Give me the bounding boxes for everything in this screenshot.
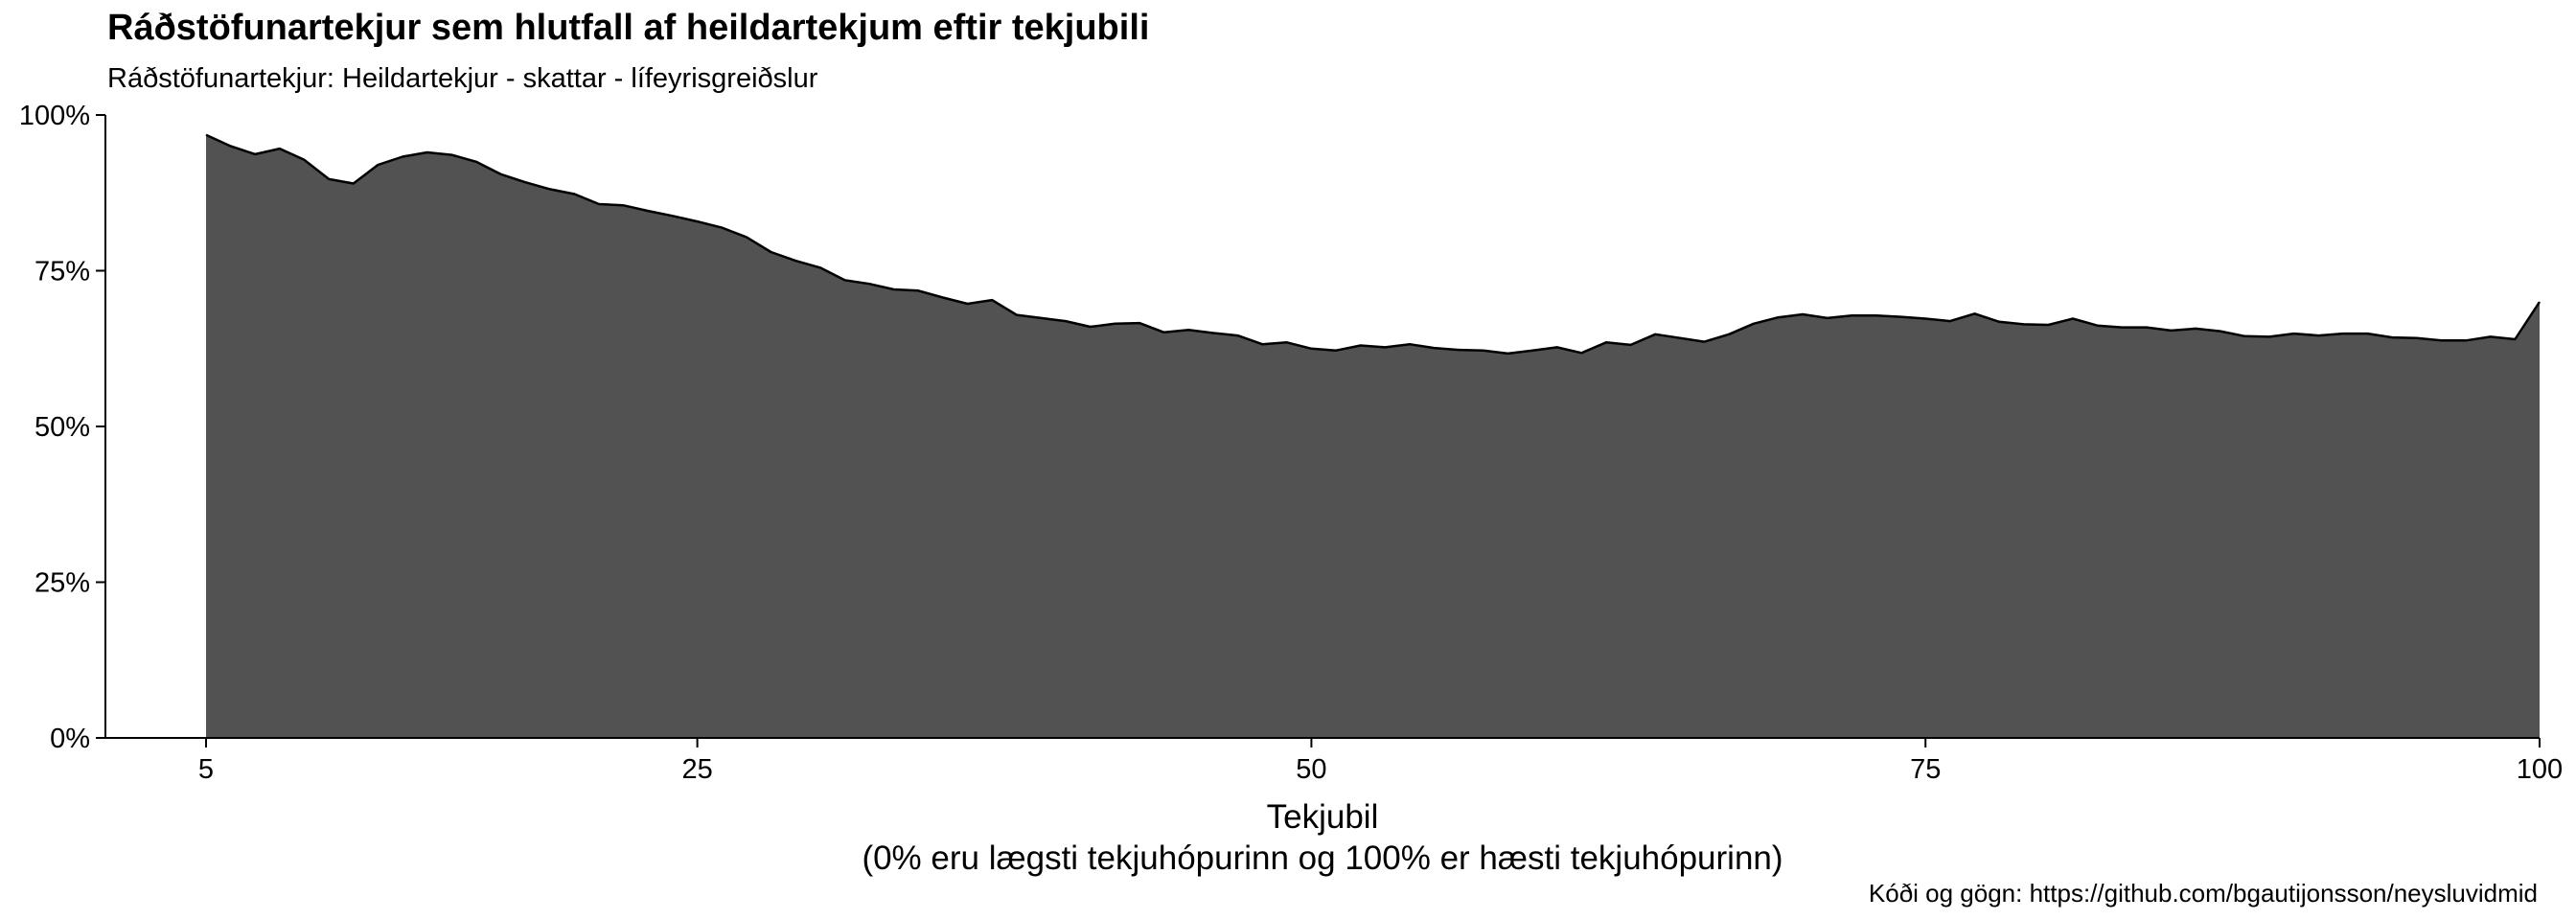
chart-subtitle: Ráðstöfunartekjur: Heildartekjur - skatt… — [107, 63, 818, 94]
area-layer — [205, 133, 2542, 739]
x-tick-label: 75 — [1910, 754, 1941, 785]
source-caption: Kóði og gögn: https://github.com/bgautij… — [1868, 879, 2538, 908]
x-axis-title: Tekjubil — [1267, 798, 1379, 836]
y-tick-label: 100% — [19, 101, 90, 131]
area-fill — [206, 134, 2540, 739]
series-line — [205, 133, 2542, 356]
y-tick-label: 50% — [34, 412, 90, 443]
y-tick-label: 25% — [34, 568, 90, 599]
y-tick-label: 0% — [50, 724, 90, 754]
ticks-layer: 0% 25% 50% 75% 100% 5 25 50 75 100 — [19, 101, 2563, 785]
x-axis-subtitle: (0% eru lægsti tekjuhópurinn og 100% er … — [862, 840, 1782, 877]
x-tick-label: 25 — [681, 754, 712, 785]
x-tick-label: 100 — [2517, 754, 2563, 785]
x-tick-label: 50 — [1296, 754, 1326, 785]
chart-title: Ráðstöfunartekjur sem hlutfall af heilda… — [107, 8, 1150, 48]
x-tick-label: 5 — [198, 754, 214, 785]
y-tick-label: 75% — [34, 257, 90, 288]
